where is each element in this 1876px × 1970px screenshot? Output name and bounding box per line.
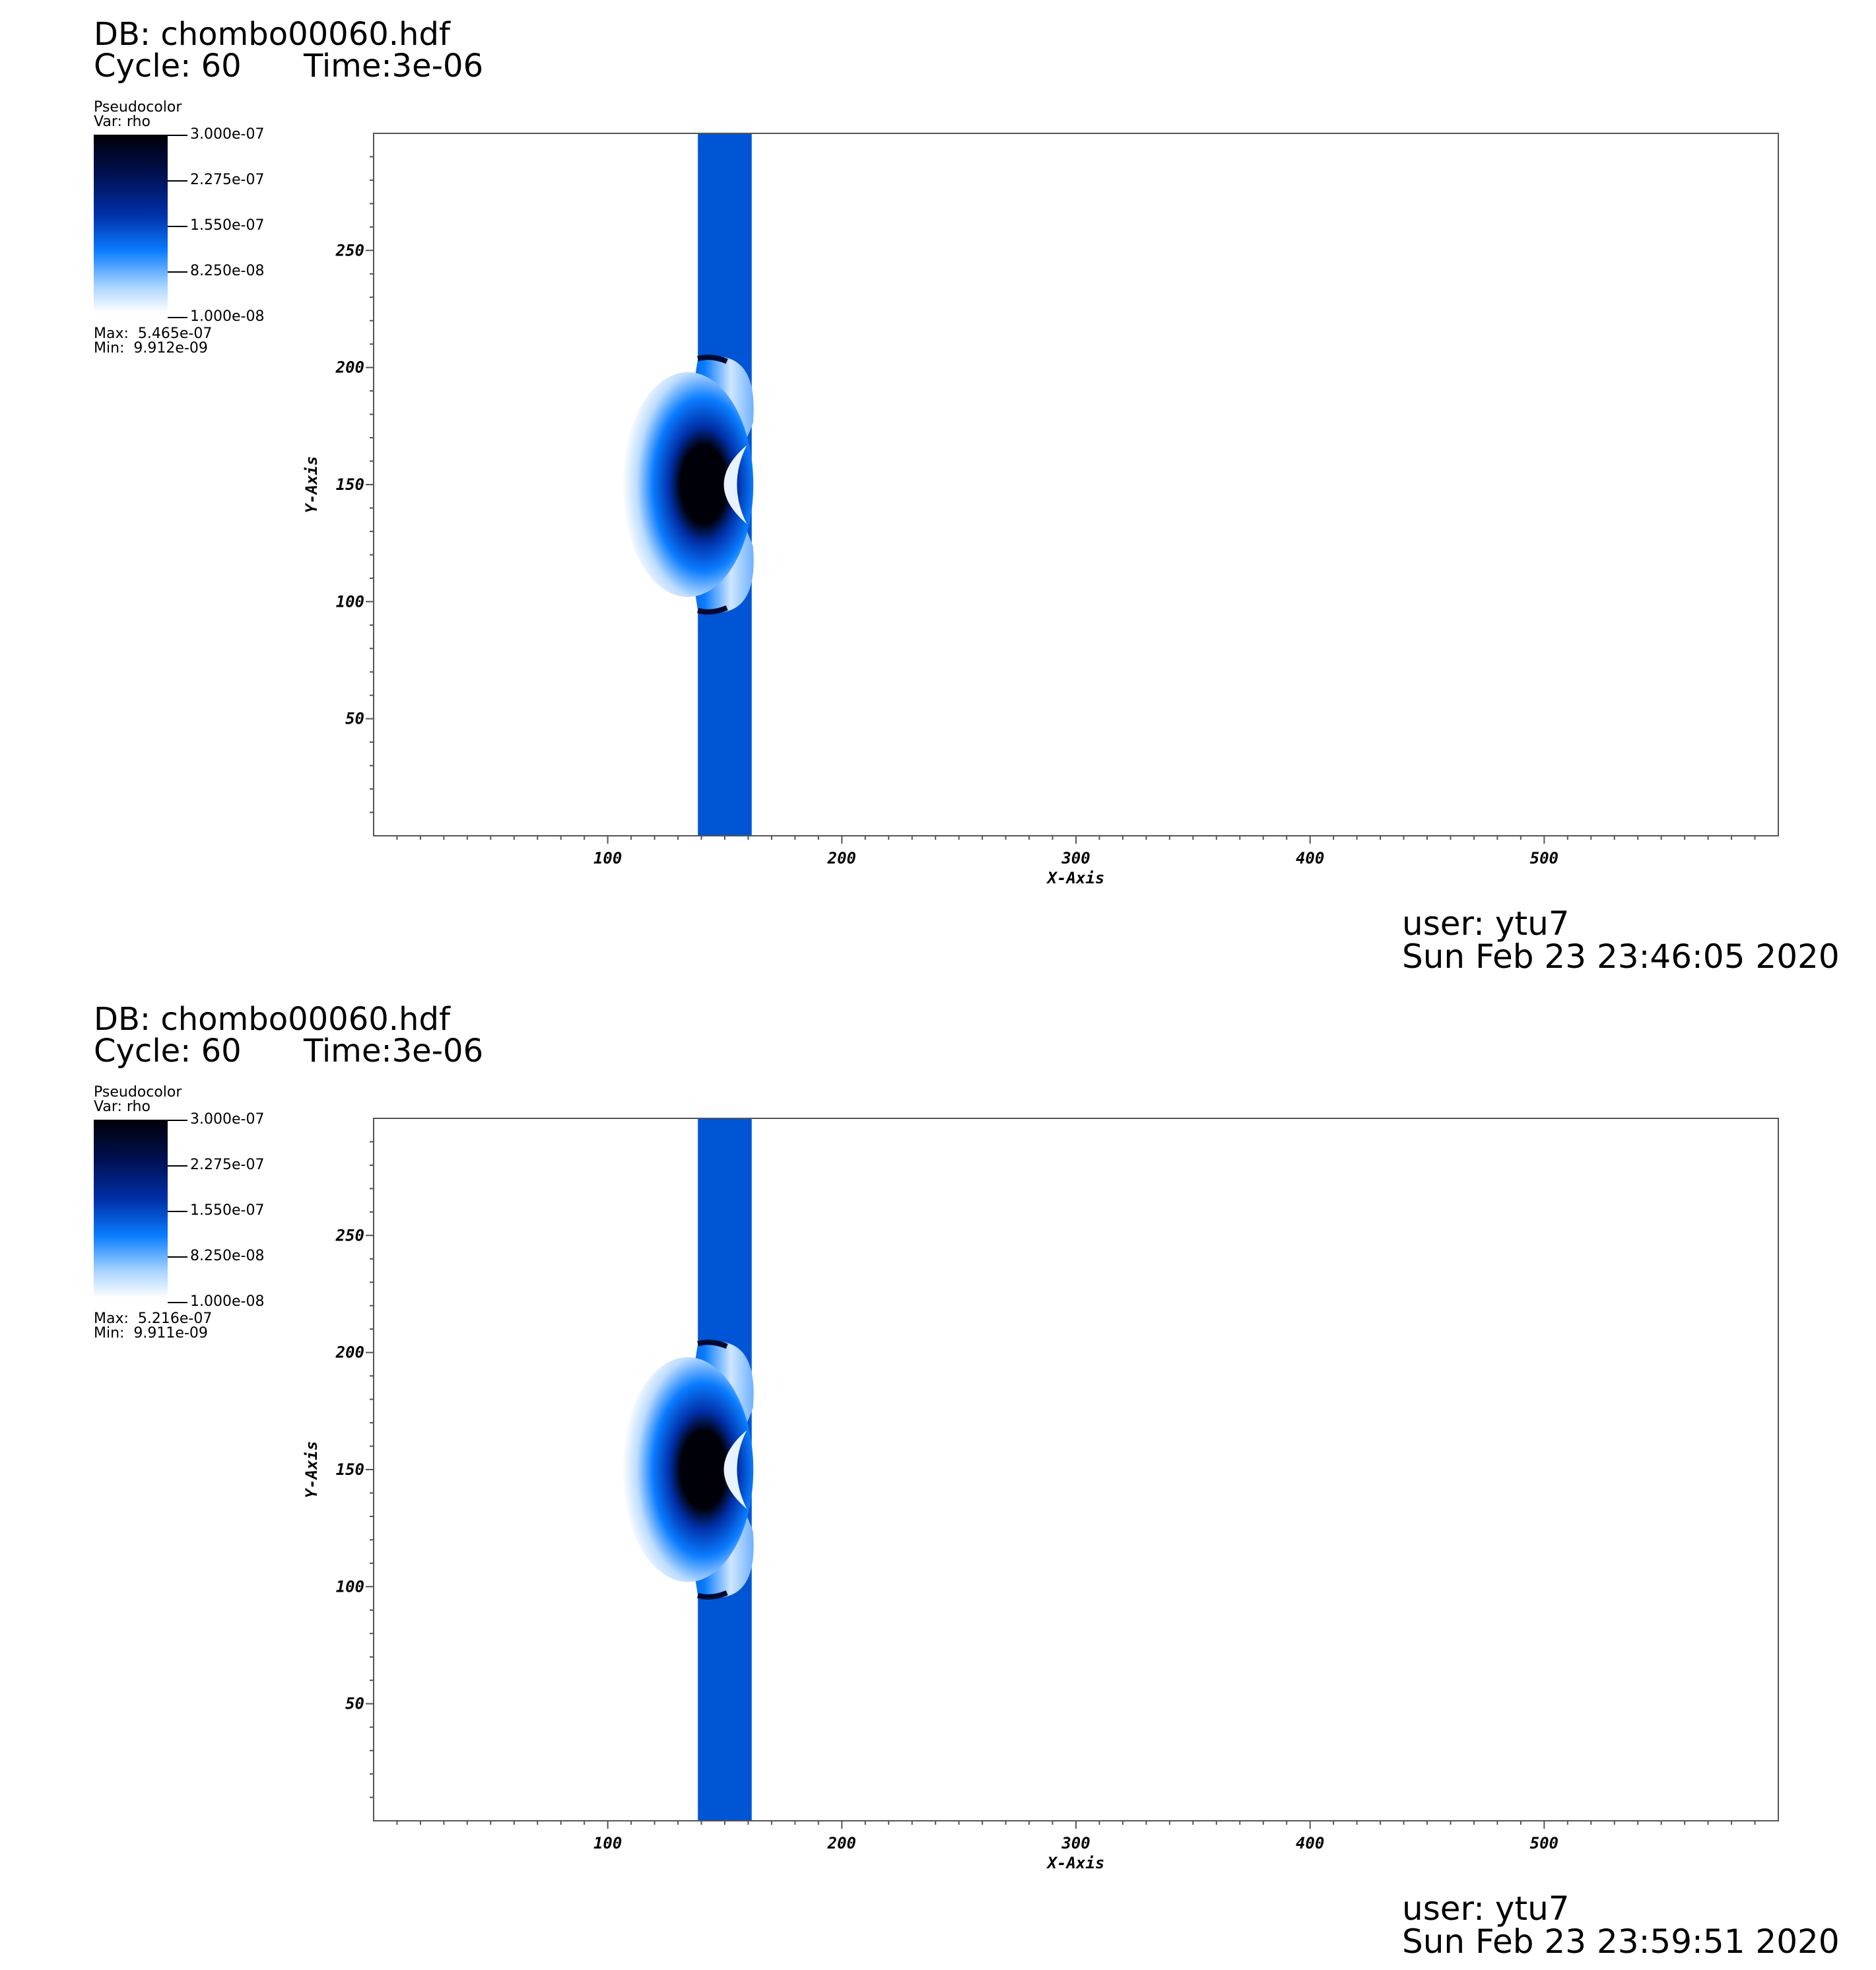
legend-min: Min: 9.912e-09	[94, 340, 208, 357]
user-label: user: ytu7	[1402, 1889, 1570, 1928]
y-axis-label: Y-Axis	[302, 1441, 321, 1499]
shock-filament	[697, 355, 728, 364]
y-tick-label: 200	[335, 1343, 364, 1362]
heatmap-plot: 100 200 300 400 500 50 100 150 200 250 X-Axis Y-Axi…	[302, 133, 1779, 887]
legend-min: Min: 9.911e-09	[94, 1325, 208, 1342]
shock-filament	[697, 1340, 728, 1349]
shock-filament	[697, 605, 728, 615]
colorbar	[94, 135, 168, 313]
x-tick-label: 500	[1530, 1834, 1558, 1852]
cycle-label: Cycle: 60	[94, 48, 242, 85]
y-tick-label: 100	[336, 592, 364, 611]
heatmap-plot: 100 200 300 400 500 50 100 150 200 250 X-Axis Y-Axi…	[302, 1118, 1779, 1872]
y-tick-label: 100	[336, 1577, 364, 1596]
colorbar-tick	[168, 135, 187, 136]
plot-area	[374, 1118, 1778, 1821]
database-label: DB: chombo00060.hdf	[94, 16, 450, 53]
cycle-label: Cycle: 60	[94, 1033, 242, 1070]
y-axis-label: Y-Axis	[302, 456, 321, 514]
database-label: DB: chombo00060.hdf	[94, 1001, 450, 1038]
colorbar-tick	[168, 1256, 187, 1258]
colorbar-tick	[168, 1211, 187, 1212]
colorbar-label: 2.275e-07	[190, 1157, 265, 1173]
colorbar-tick	[168, 1165, 187, 1167]
colorbar-label: 3.000e-07	[190, 1111, 265, 1128]
colorbar-label: 3.000e-07	[190, 126, 265, 143]
x-axis-label: X-Axis	[1046, 1854, 1105, 1872]
colorbar-tick	[168, 271, 187, 273]
shock-filament	[697, 1590, 728, 1600]
colorbar-label: 1.550e-07	[190, 1202, 265, 1219]
time-label: Time:3e-06	[304, 1033, 484, 1070]
plot-window-1: DB: chombo00060.hdf Cycle: 60 Time:3e-06…	[94, 16, 1840, 976]
x-tick-label: 300	[1061, 1834, 1090, 1852]
density-bubble	[622, 372, 754, 597]
y-tick-label: 50	[345, 1695, 364, 1713]
colorbar-label: 2.275e-07	[190, 172, 265, 188]
legend-title: Pseudocolor	[94, 1084, 182, 1101]
colorbar-label: 1.000e-08	[190, 308, 265, 325]
y-tick-label: 200	[335, 358, 364, 377]
colorbar-tick	[168, 180, 187, 182]
colorbar-tick	[168, 1302, 187, 1303]
legend-title: Pseudocolor	[94, 99, 182, 116]
y-tick-label: 150	[336, 475, 364, 494]
x-tick-label: 400	[1296, 1834, 1324, 1852]
time-label: Time:3e-06	[304, 48, 484, 85]
legend-variable: Var: rho	[94, 114, 151, 130]
date-label: Sun Feb 23 23:59:51 2020	[1402, 1922, 1840, 1961]
x-tick-label: 100	[593, 1834, 622, 1852]
legend-variable: Var: rho	[94, 1099, 151, 1115]
y-tick-label: 250	[335, 241, 364, 259]
colorbar-label: 8.250e-08	[190, 1248, 265, 1264]
y-tick-label: 50	[345, 710, 364, 728]
plot-window-2: DB: chombo00060.hdf Cycle: 60 Time:3e-06…	[0, 985, 1876, 1970]
colorbar-label: 8.250e-08	[190, 263, 265, 279]
legend-max: Max: 5.465e-07	[94, 325, 213, 342]
colorbar-tick	[168, 1120, 187, 1121]
x-tick-label: 300	[1061, 849, 1090, 867]
date-label: Sun Feb 23 23:46:05 2020	[1402, 937, 1840, 976]
y-tick-label: 250	[335, 1226, 364, 1244]
density-bubble	[622, 1357, 754, 1582]
colorbar	[94, 1120, 168, 1298]
colorbar-tick	[168, 317, 187, 318]
legend-max: Max: 5.216e-07	[94, 1310, 213, 1327]
plot-area	[374, 133, 1778, 836]
x-tick-label: 500	[1530, 849, 1558, 867]
bubble-cleft	[723, 445, 747, 524]
colorbar-label: 1.000e-08	[190, 1293, 265, 1310]
x-tick-label: 400	[1296, 849, 1324, 867]
x-tick-label: 200	[827, 849, 856, 867]
y-tick-label: 150	[336, 1460, 364, 1479]
x-axis-label: X-Axis	[1046, 869, 1105, 887]
x-tick-label: 100	[593, 849, 622, 867]
user-label: user: ytu7	[1402, 904, 1570, 943]
colorbar-label: 1.550e-07	[190, 217, 265, 234]
bubble-cleft	[723, 1430, 747, 1509]
colorbar-tick	[168, 226, 187, 227]
x-tick-label: 200	[827, 1834, 856, 1852]
